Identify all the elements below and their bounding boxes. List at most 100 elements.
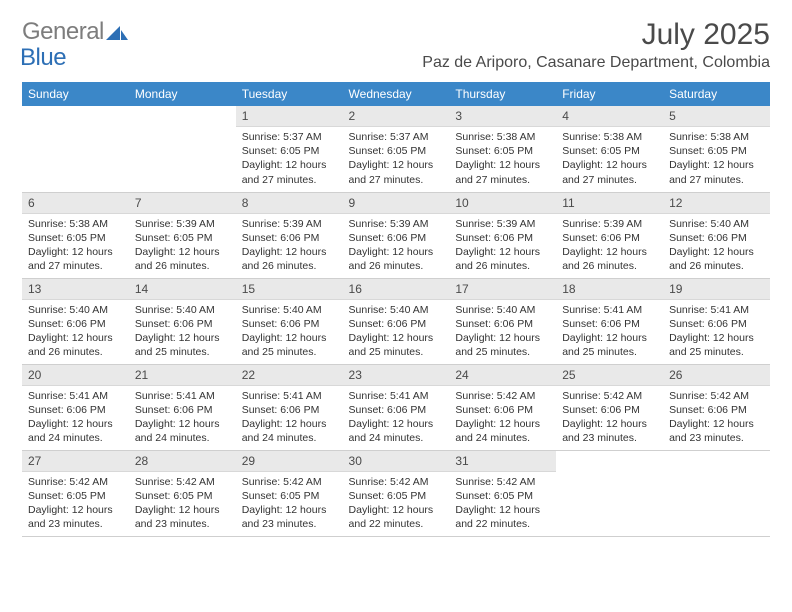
daylight-text: Daylight: 12 hours and 26 minutes. [135, 245, 230, 273]
day-number: 1 [236, 106, 343, 127]
calendar-cell: 20Sunrise: 5:41 AMSunset: 6:06 PMDayligh… [22, 364, 129, 450]
day-details: Sunrise: 5:41 AMSunset: 6:06 PMDaylight:… [663, 300, 770, 364]
day-details: Sunrise: 5:37 AMSunset: 6:05 PMDaylight:… [236, 127, 343, 191]
day-number: 9 [343, 193, 450, 214]
day-number: 31 [449, 451, 556, 472]
sunrise-text: Sunrise: 5:41 AM [242, 389, 337, 403]
daylight-text: Daylight: 12 hours and 26 minutes. [28, 331, 123, 359]
sunrise-text: Sunrise: 5:42 AM [349, 475, 444, 489]
sunrise-text: Sunrise: 5:42 AM [669, 389, 764, 403]
sunset-text: Sunset: 6:05 PM [455, 489, 550, 503]
sunset-text: Sunset: 6:05 PM [562, 144, 657, 158]
daylight-text: Daylight: 12 hours and 23 minutes. [28, 503, 123, 531]
day-number [22, 106, 129, 112]
sunrise-text: Sunrise: 5:40 AM [242, 303, 337, 317]
daylight-text: Daylight: 12 hours and 24 minutes. [28, 417, 123, 445]
day-details: Sunrise: 5:42 AMSunset: 6:06 PMDaylight:… [556, 386, 663, 450]
sunset-text: Sunset: 6:06 PM [562, 403, 657, 417]
sunrise-text: Sunrise: 5:38 AM [562, 130, 657, 144]
sunrise-text: Sunrise: 5:41 AM [669, 303, 764, 317]
sunset-text: Sunset: 6:06 PM [455, 403, 550, 417]
calendar-cell: 12Sunrise: 5:40 AMSunset: 6:06 PMDayligh… [663, 192, 770, 278]
sunset-text: Sunset: 6:06 PM [349, 317, 444, 331]
calendar-cell: 24Sunrise: 5:42 AMSunset: 6:06 PMDayligh… [449, 364, 556, 450]
day-number: 8 [236, 193, 343, 214]
day-number: 3 [449, 106, 556, 127]
sunrise-text: Sunrise: 5:42 AM [455, 475, 550, 489]
sunset-text: Sunset: 6:05 PM [349, 144, 444, 158]
sunrise-text: Sunrise: 5:39 AM [562, 217, 657, 231]
day-details: Sunrise: 5:41 AMSunset: 6:06 PMDaylight:… [556, 300, 663, 364]
day-number: 6 [22, 193, 129, 214]
sunset-text: Sunset: 6:05 PM [242, 144, 337, 158]
daylight-text: Daylight: 12 hours and 25 minutes. [242, 331, 337, 359]
day-details: Sunrise: 5:42 AMSunset: 6:05 PMDaylight:… [449, 472, 556, 536]
weekday-header: Monday [129, 82, 236, 106]
daylight-text: Daylight: 12 hours and 23 minutes. [242, 503, 337, 531]
daylight-text: Daylight: 12 hours and 23 minutes. [669, 417, 764, 445]
weekday-header: Saturday [663, 82, 770, 106]
location: Paz de Ariporo, Casanare Department, Col… [422, 54, 770, 72]
sunrise-text: Sunrise: 5:40 AM [455, 303, 550, 317]
calendar-cell: 5Sunrise: 5:38 AMSunset: 6:05 PMDaylight… [663, 106, 770, 192]
calendar-cell: 3Sunrise: 5:38 AMSunset: 6:05 PMDaylight… [449, 106, 556, 192]
daylight-text: Daylight: 12 hours and 27 minutes. [28, 245, 123, 273]
sunset-text: Sunset: 6:05 PM [669, 144, 764, 158]
logo-line2: Blue [22, 44, 66, 72]
day-details: Sunrise: 5:39 AMSunset: 6:06 PMDaylight:… [343, 214, 450, 278]
daylight-text: Daylight: 12 hours and 26 minutes. [669, 245, 764, 273]
sunset-text: Sunset: 6:06 PM [455, 231, 550, 245]
sunrise-text: Sunrise: 5:39 AM [349, 217, 444, 231]
daylight-text: Daylight: 12 hours and 26 minutes. [455, 245, 550, 273]
day-number: 2 [343, 106, 450, 127]
sunset-text: Sunset: 6:05 PM [135, 231, 230, 245]
calendar-cell: 1Sunrise: 5:37 AMSunset: 6:05 PMDaylight… [236, 106, 343, 192]
sunset-text: Sunset: 6:05 PM [455, 144, 550, 158]
sunset-text: Sunset: 6:06 PM [669, 403, 764, 417]
day-details: Sunrise: 5:41 AMSunset: 6:06 PMDaylight:… [236, 386, 343, 450]
daylight-text: Daylight: 12 hours and 24 minutes. [135, 417, 230, 445]
day-number: 11 [556, 193, 663, 214]
day-details: Sunrise: 5:39 AMSunset: 6:06 PMDaylight:… [449, 214, 556, 278]
day-details: Sunrise: 5:41 AMSunset: 6:06 PMDaylight:… [343, 386, 450, 450]
calendar-cell: 14Sunrise: 5:40 AMSunset: 6:06 PMDayligh… [129, 278, 236, 364]
sunset-text: Sunset: 6:06 PM [669, 231, 764, 245]
daylight-text: Daylight: 12 hours and 24 minutes. [455, 417, 550, 445]
daylight-text: Daylight: 12 hours and 26 minutes. [562, 245, 657, 273]
sunrise-text: Sunrise: 5:39 AM [242, 217, 337, 231]
weekday-header: Wednesday [343, 82, 450, 106]
day-number: 12 [663, 193, 770, 214]
sunrise-text: Sunrise: 5:41 AM [349, 389, 444, 403]
calendar-cell: 22Sunrise: 5:41 AMSunset: 6:06 PMDayligh… [236, 364, 343, 450]
calendar-cell: 4Sunrise: 5:38 AMSunset: 6:05 PMDaylight… [556, 106, 663, 192]
calendar-cell: 25Sunrise: 5:42 AMSunset: 6:06 PMDayligh… [556, 364, 663, 450]
calendar-cell: 31Sunrise: 5:42 AMSunset: 6:05 PMDayligh… [449, 450, 556, 536]
day-number: 14 [129, 279, 236, 300]
calendar-cell: 13Sunrise: 5:40 AMSunset: 6:06 PMDayligh… [22, 278, 129, 364]
day-number [663, 451, 770, 457]
daylight-text: Daylight: 12 hours and 25 minutes. [455, 331, 550, 359]
calendar-cell: 21Sunrise: 5:41 AMSunset: 6:06 PMDayligh… [129, 364, 236, 450]
day-details: Sunrise: 5:42 AMSunset: 6:05 PMDaylight:… [236, 472, 343, 536]
calendar-cell: 23Sunrise: 5:41 AMSunset: 6:06 PMDayligh… [343, 364, 450, 450]
sunrise-text: Sunrise: 5:41 AM [562, 303, 657, 317]
day-number: 19 [663, 279, 770, 300]
calendar-cell: 17Sunrise: 5:40 AMSunset: 6:06 PMDayligh… [449, 278, 556, 364]
daylight-text: Daylight: 12 hours and 26 minutes. [242, 245, 337, 273]
calendar-row: 27Sunrise: 5:42 AMSunset: 6:05 PMDayligh… [22, 450, 770, 536]
logo-word-2: Blue [20, 44, 66, 71]
day-details: Sunrise: 5:41 AMSunset: 6:06 PMDaylight:… [22, 386, 129, 450]
day-details: Sunrise: 5:38 AMSunset: 6:05 PMDaylight:… [663, 127, 770, 191]
day-number: 25 [556, 365, 663, 386]
sunset-text: Sunset: 6:06 PM [135, 317, 230, 331]
calendar-cell: 2Sunrise: 5:37 AMSunset: 6:05 PMDaylight… [343, 106, 450, 192]
sunrise-text: Sunrise: 5:40 AM [349, 303, 444, 317]
logo: General [22, 18, 130, 46]
daylight-text: Daylight: 12 hours and 27 minutes. [455, 158, 550, 186]
weekday-header: Thursday [449, 82, 556, 106]
daylight-text: Daylight: 12 hours and 22 minutes. [455, 503, 550, 531]
sunrise-text: Sunrise: 5:37 AM [242, 130, 337, 144]
calendar-cell: 29Sunrise: 5:42 AMSunset: 6:05 PMDayligh… [236, 450, 343, 536]
sunset-text: Sunset: 6:06 PM [562, 231, 657, 245]
sunrise-text: Sunrise: 5:40 AM [135, 303, 230, 317]
